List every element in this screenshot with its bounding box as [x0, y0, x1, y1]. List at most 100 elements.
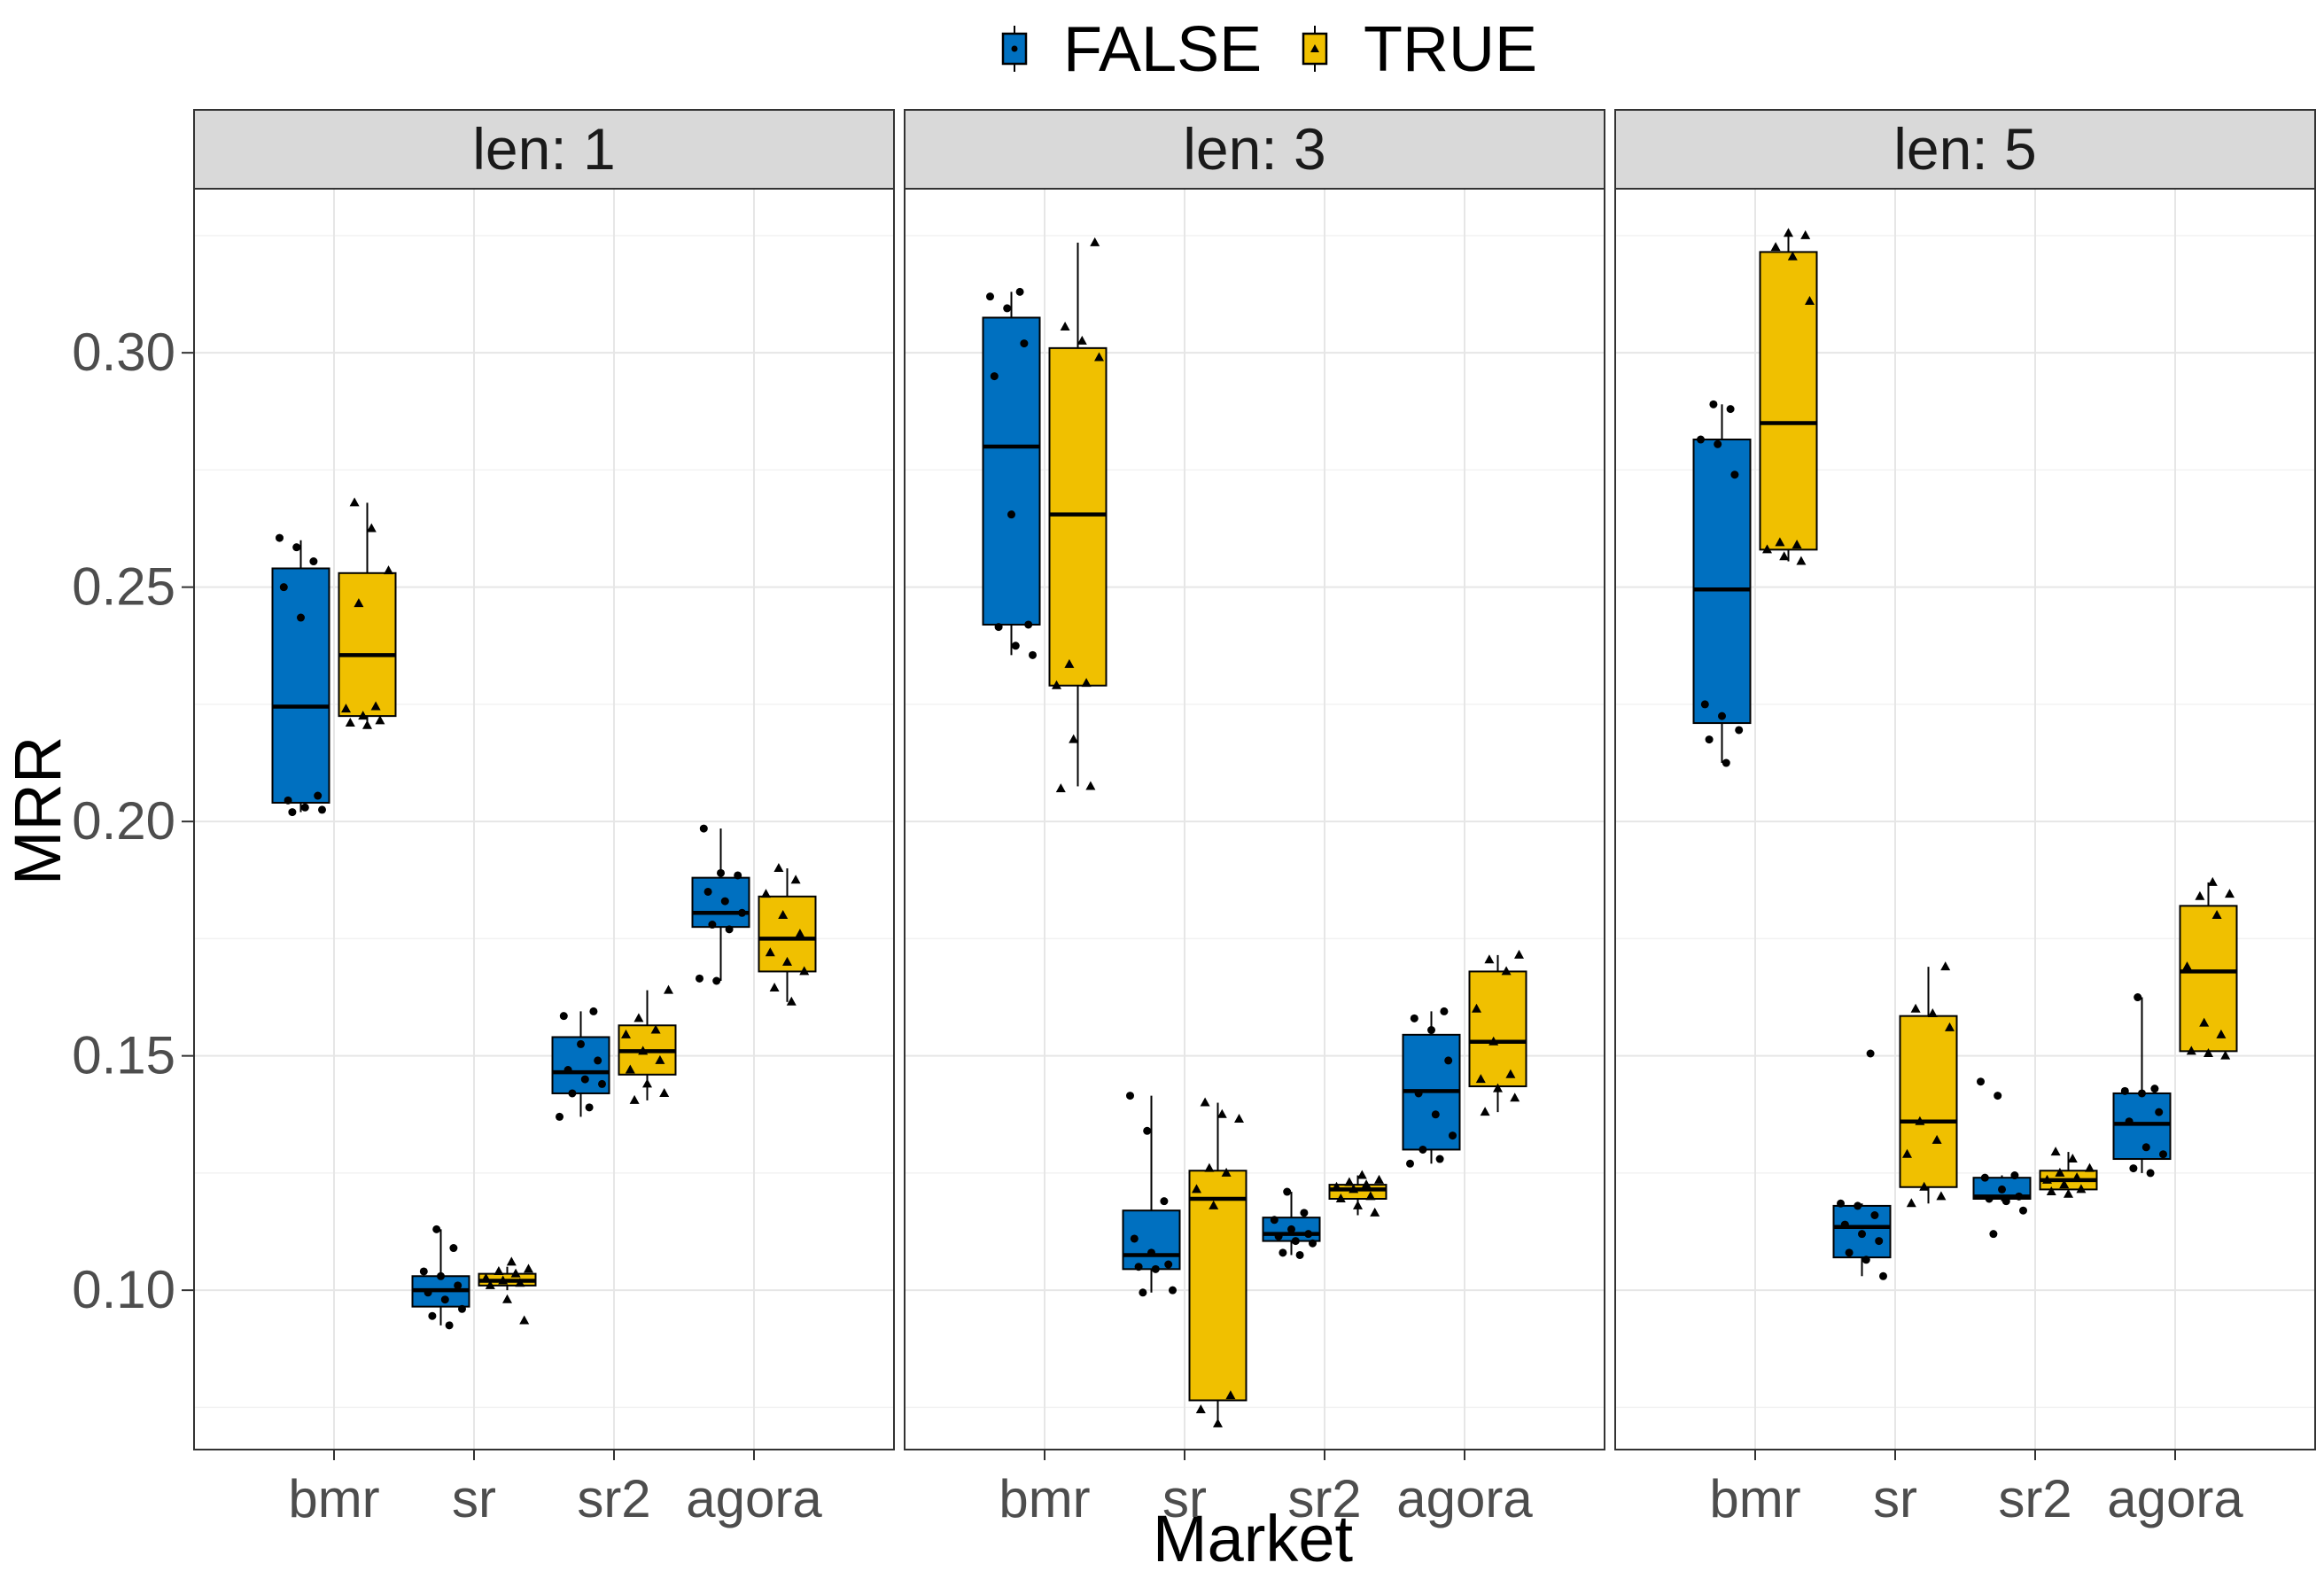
- data-point: [703, 887, 712, 896]
- data-point: [2138, 1089, 2146, 1098]
- x-tick-label: sr2: [1287, 1469, 1361, 1528]
- data-point: [366, 523, 377, 533]
- data-point: [2134, 993, 2142, 1002]
- data-point: [2204, 1047, 2213, 1057]
- data-point: [1291, 1237, 1300, 1246]
- data-point: [2141, 1143, 2150, 1152]
- data-point: [1304, 1230, 1313, 1239]
- legend-key-point: [1011, 45, 1018, 52]
- data-point: [498, 1275, 509, 1285]
- data-point: [1714, 439, 1722, 448]
- data-point: [1475, 1074, 1486, 1084]
- box-agora-true: [1468, 970, 1527, 1088]
- data-point: [1730, 470, 1739, 479]
- x-tick-label: agora: [686, 1469, 822, 1528]
- data-point: [1845, 1248, 1854, 1257]
- data-point: [318, 805, 326, 814]
- data-point: [629, 1094, 640, 1104]
- data-point: [769, 982, 780, 991]
- data-point: [1927, 1008, 1938, 1018]
- data-point: [1775, 537, 1785, 547]
- data-point: [1770, 242, 1781, 252]
- data-point: [580, 1075, 589, 1084]
- data-point: [1234, 1114, 1244, 1124]
- data-point: [1143, 1126, 1152, 1135]
- data-point: [1134, 1263, 1143, 1271]
- data-point: [1225, 1390, 1236, 1400]
- facet-title: len: 3: [1183, 116, 1325, 182]
- data-point: [2050, 1147, 2061, 1156]
- data-point: [577, 1039, 585, 1048]
- data-point: [2071, 1172, 2082, 1182]
- data-point: [1147, 1248, 1155, 1257]
- data-point: [1501, 966, 1512, 976]
- data-point: [2129, 1164, 2138, 1173]
- data-point: [432, 1225, 441, 1233]
- data-point: [778, 909, 789, 919]
- y-tick-label: 0.10: [72, 1260, 175, 1319]
- data-point: [1854, 1201, 1862, 1210]
- data-point: [279, 583, 288, 592]
- data-point: [1915, 1116, 1925, 1125]
- data-point: [458, 1304, 466, 1313]
- data-point: [1505, 1069, 1516, 1078]
- data-point: [765, 947, 775, 957]
- data-point: [524, 1264, 533, 1273]
- data-point: [1003, 304, 1012, 313]
- data-point: [1011, 641, 1020, 650]
- data-point: [2211, 909, 2222, 919]
- data-point: [1840, 1220, 1849, 1229]
- data-point: [564, 1066, 572, 1075]
- data-point: [349, 497, 360, 507]
- data-point: [712, 976, 721, 985]
- data-point: [1985, 1194, 1994, 1203]
- data-point: [1484, 954, 1495, 964]
- data-point: [1945, 1022, 1955, 1031]
- data-point: [1052, 680, 1061, 689]
- data-point: [1335, 1193, 1346, 1202]
- data-point: [1279, 1248, 1287, 1257]
- data-point: [1902, 1148, 1912, 1158]
- data-point: [1164, 1260, 1173, 1269]
- data-point: [370, 701, 381, 711]
- data-point: [2015, 1192, 2024, 1201]
- data-point: [1784, 228, 1793, 237]
- box-bmr-false: [982, 316, 1041, 626]
- legend-label-true: TRUE: [1364, 14, 1537, 85]
- panel-border: [904, 188, 1605, 1450]
- data-point: [424, 1288, 432, 1297]
- data-point: [437, 1271, 445, 1280]
- data-point: [1295, 1250, 1304, 1259]
- data-point: [2150, 1085, 2159, 1093]
- data-point: [506, 1256, 517, 1266]
- data-point: [1029, 650, 1037, 659]
- data-point: [1221, 1167, 1232, 1177]
- data-point: [1796, 556, 1807, 565]
- x-tick-label: sr: [452, 1469, 496, 1528]
- data-point: [1980, 1173, 1989, 1182]
- data-point: [1349, 1184, 1359, 1194]
- data-point: [2125, 1117, 2134, 1126]
- data-point: [1169, 1286, 1177, 1295]
- data-point: [2010, 1171, 2019, 1180]
- data-point: [2220, 1050, 2231, 1060]
- data-point: [515, 1278, 525, 1287]
- data-point: [1356, 1170, 1367, 1179]
- data-point: [309, 557, 318, 566]
- box-agora-false: [691, 876, 750, 929]
- data-point: [720, 897, 729, 906]
- data-point: [428, 1311, 437, 1320]
- data-point: [1718, 711, 1726, 720]
- data-point: [642, 1078, 652, 1088]
- box-bmr-false: [271, 567, 330, 804]
- data-point: [2085, 1162, 2095, 1172]
- data-point: [1700, 700, 1709, 709]
- data-point: [1431, 1110, 1440, 1119]
- data-point: [795, 929, 805, 938]
- legend-label-false: FALSE: [1063, 14, 1262, 85]
- data-point: [1094, 352, 1104, 362]
- data-point: [1344, 1177, 1355, 1186]
- data-point: [1726, 405, 1735, 414]
